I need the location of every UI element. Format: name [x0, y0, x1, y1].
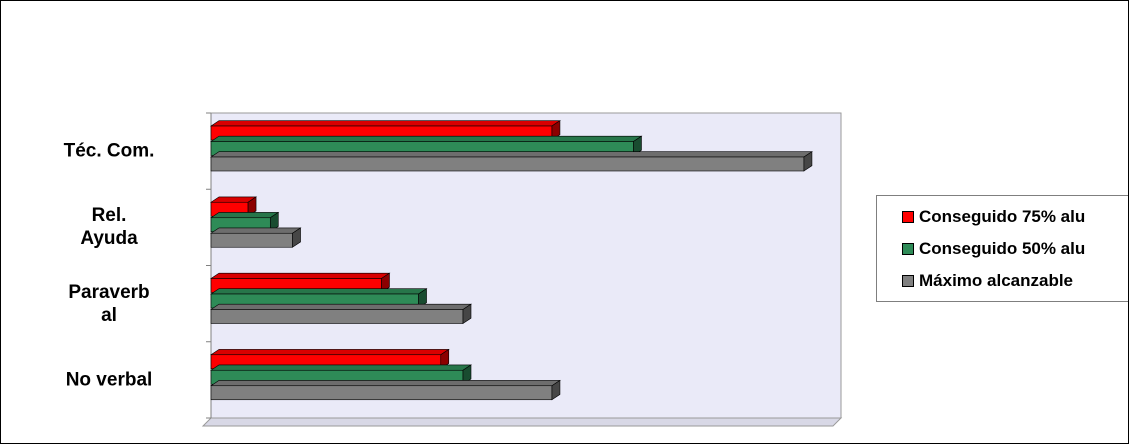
category-label: Téc. Com. — [63, 140, 155, 162]
bar-side — [633, 135, 642, 157]
bar — [210, 385, 553, 401]
bar — [210, 309, 464, 324]
bar-top — [210, 288, 428, 295]
bar-top — [210, 151, 813, 158]
legend-label: Conseguido 75% alu — [919, 207, 1086, 226]
bar-top — [210, 120, 561, 127]
legend-swatch-gray — [902, 275, 914, 287]
legend-item: Conseguido 50% alu — [902, 238, 1085, 260]
bar-side — [292, 227, 301, 248]
bar-top — [210, 212, 280, 219]
plot-floor — [201, 417, 843, 427]
bar-side — [247, 196, 257, 217]
bar-top — [210, 364, 472, 371]
category-label: Rel. Ayuda — [80, 205, 138, 250]
bar-top — [210, 349, 450, 356]
bar-side — [440, 348, 450, 370]
category-label: No verbal — [65, 369, 153, 391]
bar-side — [418, 288, 427, 309]
legend-swatch-red — [902, 211, 914, 223]
bar-side — [803, 151, 813, 172]
bar-side — [381, 272, 390, 294]
bar — [210, 232, 293, 248]
legend-item: Máximo alcanzable — [902, 270, 1073, 292]
legend-label: Conseguido 50% alu — [919, 239, 1086, 258]
legend-swatch-green — [902, 243, 914, 255]
legend-item: Conseguido 75% alu — [902, 206, 1085, 228]
bar-top — [210, 135, 643, 142]
bar-top — [210, 227, 302, 234]
bar-top — [210, 303, 472, 310]
legend: Conseguido 75% alu Conseguido 50% alu Má… — [876, 195, 1128, 302]
bar-side — [462, 303, 472, 325]
bar-side — [551, 120, 561, 141]
category-label: Paraverb al — [68, 281, 150, 326]
bar-side — [462, 364, 472, 385]
bar — [210, 156, 805, 172]
bar-top — [210, 380, 561, 387]
bar-top — [210, 272, 391, 279]
legend-label: Máximo alcanzable — [919, 271, 1074, 290]
bar-side — [551, 379, 561, 401]
bar-side — [269, 211, 279, 233]
